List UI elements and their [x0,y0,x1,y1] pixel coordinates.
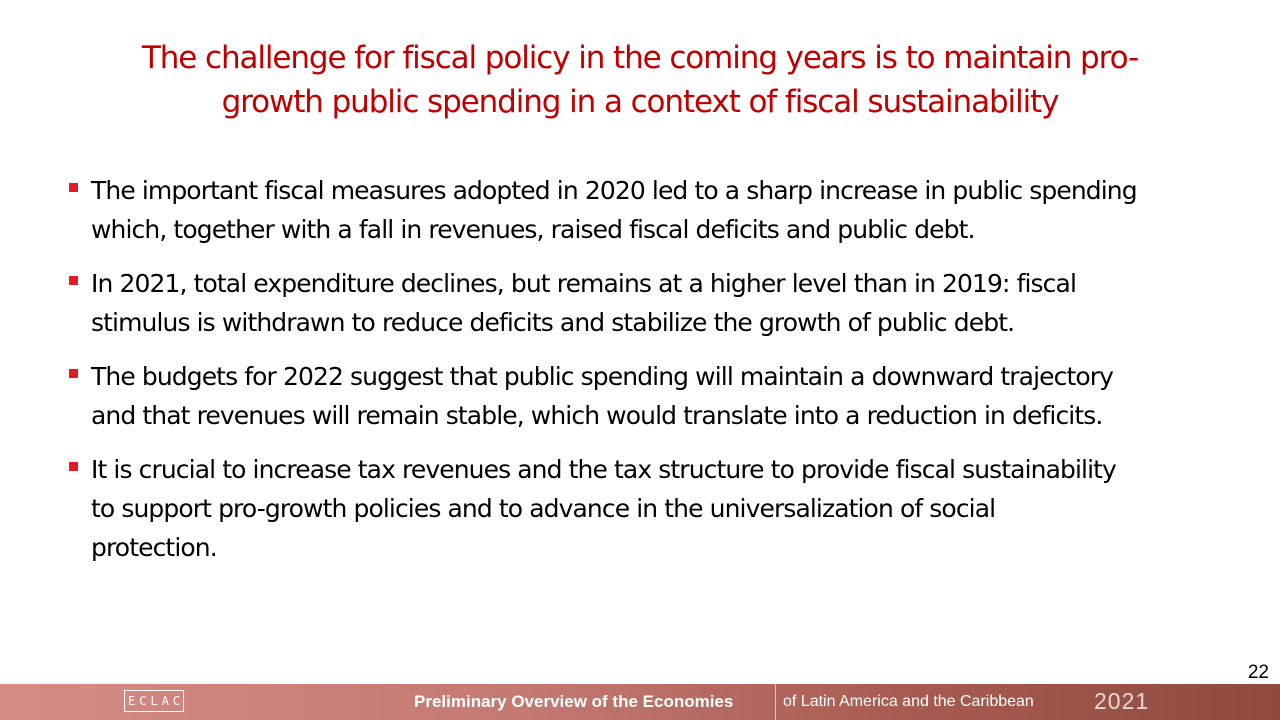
slide-title-line-1: The challenge for fiscal policy in the c… [141,40,1139,76]
bullet-4-line-1: It is crucial to increase tax revenues a… [91,455,1117,484]
page-number: 22 [1247,662,1269,683]
bullet-list: The important fiscal measures adopted in… [68,171,1258,582]
footer-title-bold: Preliminary Overview of the Economies [414,692,734,711]
bullet-2-line-1: In 2021, total expenditure declines, but… [91,269,1077,298]
bullet-3-line-1: The budgets for 2022 suggest that public… [91,362,1114,391]
bullet-1-line-1: The important fiscal measures adopted in… [91,176,1138,205]
bullet-item-4: It is crucial to increase tax revenues a… [68,450,1258,567]
eclac-logo: ECLAC [124,690,184,712]
square-bullet-icon [69,369,78,378]
footer-bar [0,684,1280,720]
bullet-4-line-2: to support pro-growth policies and to ad… [91,494,996,523]
footer-year: 2021 [1094,688,1150,714]
bullet-1-line-2: which, together with a fall in revenues,… [91,215,975,244]
square-bullet-icon [69,462,78,471]
bullet-3-line-2: and that revenues will remain stable, wh… [91,401,1103,430]
bullet-item-2: In 2021, total expenditure declines, but… [68,264,1258,342]
bullet-item-3: The budgets for 2022 suggest that public… [68,357,1258,435]
bullet-4-line-3: protection. [91,533,218,562]
bullet-item-1: The important fiscal measures adopted in… [68,171,1258,249]
slide-title: The challenge for fiscal policy in the c… [60,36,1220,124]
bullet-2-line-2: stimulus is withdrawn to reduce deficits… [91,308,1015,337]
footer-divider [775,684,776,720]
square-bullet-icon [69,183,78,192]
square-bullet-icon [69,276,78,285]
slide-title-line-2: growth public spending in a context of f… [221,84,1060,120]
footer-title-regular: of Latin America and the Caribbean [783,693,1034,710]
